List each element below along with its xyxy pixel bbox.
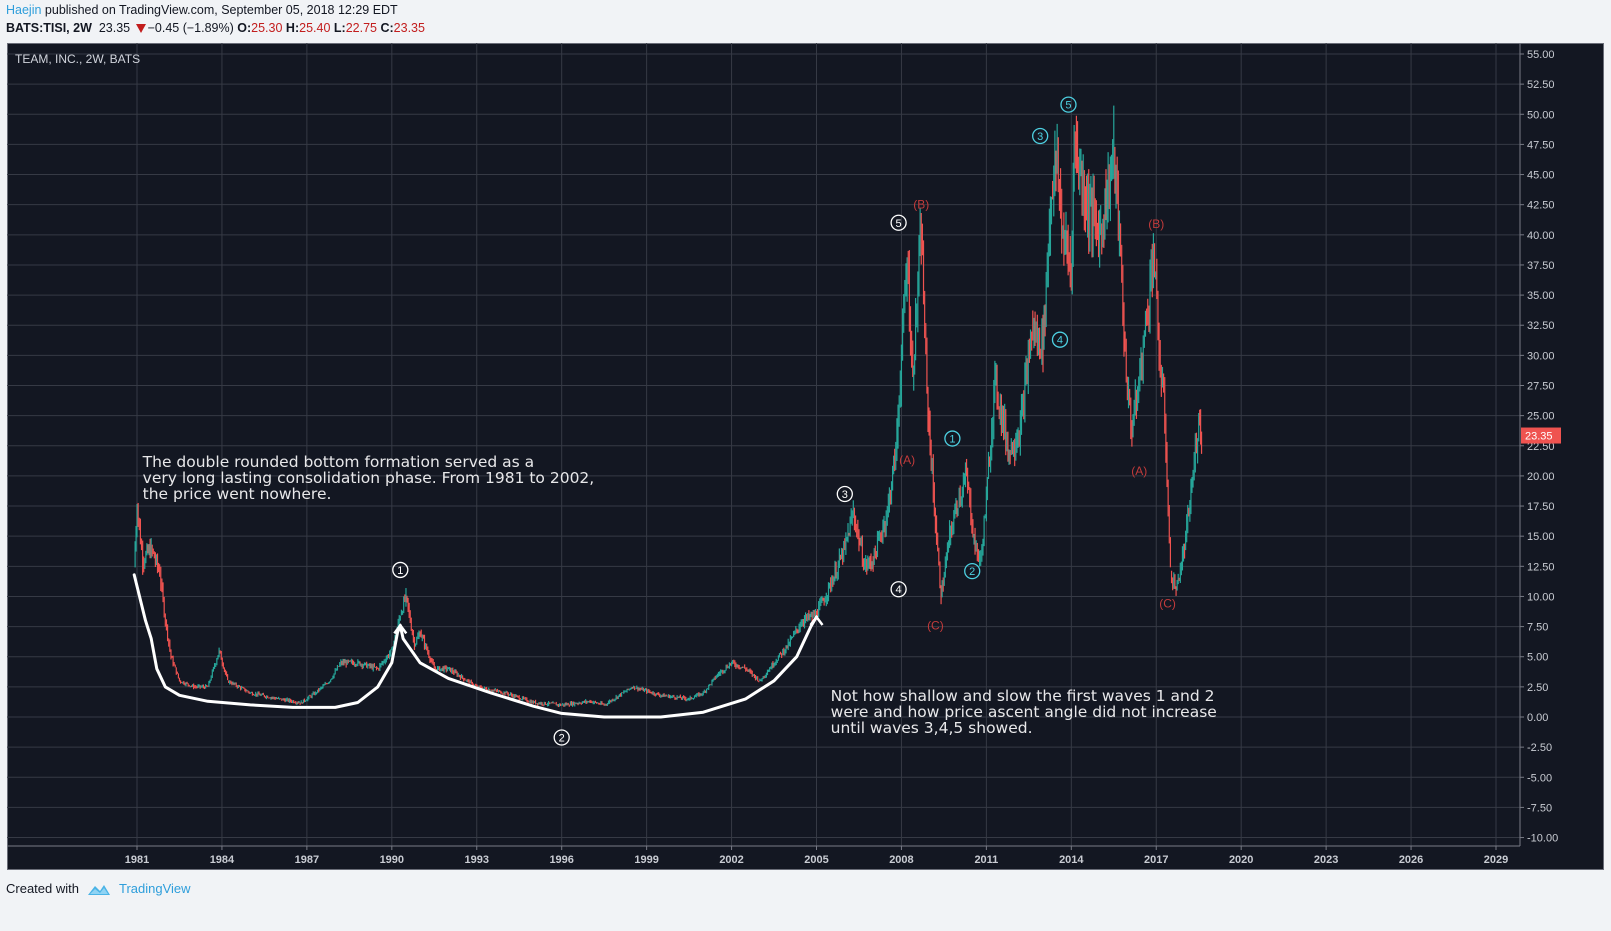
open-value: 25.30: [251, 21, 283, 35]
y-tick-label: 20.00: [1527, 471, 1555, 483]
chart-title: TEAM, INC., 2W, BATS: [15, 52, 141, 66]
y-tick-label: 15.00: [1527, 531, 1555, 543]
y-tick-label: 52.50: [1527, 79, 1555, 91]
y-tick-label: 47.50: [1527, 139, 1555, 151]
y-tick-label: -7.50: [1527, 802, 1552, 814]
wave-label-white-circle: [553, 729, 570, 746]
created-with-text: Created with: [6, 881, 79, 896]
y-tick-label: 55.00: [1527, 49, 1555, 61]
last-price: 23.35: [98, 21, 131, 35]
x-tick-label: 2026: [1399, 854, 1423, 866]
x-tick-label: 2005: [804, 854, 828, 866]
publish-info: Haejin published on TradingView.com, Sep…: [6, 3, 398, 17]
footer: Created with TradingView: [6, 881, 191, 896]
close-label: C:: [380, 21, 394, 35]
price-change: −0.45 (−1.89%): [147, 21, 234, 35]
tradingview-link[interactable]: TradingView: [118, 881, 191, 896]
corrective-wave-label: (B): [913, 198, 929, 212]
y-tick-label: -2.50: [1527, 742, 1552, 754]
x-tick-label: 1984: [210, 854, 235, 866]
y-tick-label: 35.00: [1527, 290, 1555, 302]
y-tick-label: 22.50: [1527, 441, 1555, 453]
author-link[interactable]: Haejin: [6, 3, 42, 17]
chart-panel[interactable]: [7, 43, 1604, 870]
y-tick-label: 7.50: [1527, 622, 1548, 634]
y-tick-label: 42.50: [1527, 200, 1555, 212]
y-tick-label: -10.00: [1527, 833, 1558, 845]
low-label: L:: [333, 21, 346, 35]
y-tick-label: 50.00: [1527, 109, 1555, 121]
y-tick-label: 45.00: [1527, 170, 1555, 182]
x-tick-label: 2008: [889, 854, 913, 866]
high-label: H:: [285, 21, 300, 35]
x-tick-label: 2020: [1229, 854, 1253, 866]
last-price-tag: [1521, 427, 1561, 444]
y-tick-label: 17.50: [1527, 501, 1555, 513]
y-tick-label: 25.00: [1527, 411, 1555, 423]
y-tick-label: 30.00: [1527, 350, 1555, 362]
x-tick-label: 2014: [1059, 854, 1084, 866]
wave-label-cyan-circle: [1051, 331, 1069, 348]
y-tick-label: 0.00: [1527, 712, 1548, 724]
price-chart[interactable]: 55.0052.5050.0047.5045.0042.5040.0037.50…: [7, 43, 1604, 870]
close-value: 23.35: [393, 21, 425, 35]
corrective-wave-label: (C): [927, 618, 944, 632]
corrective-wave-label: (B): [1148, 217, 1164, 231]
wave-label-white-circle: [836, 485, 853, 503]
tradingview-logo-icon: [87, 884, 110, 895]
x-tick-label: 1981: [125, 854, 149, 866]
corrective-wave-label: (C): [1159, 597, 1176, 611]
curve-arrowhead: [393, 623, 408, 635]
wave-label-white: 2: [559, 732, 565, 744]
chart-note: Not how shallow and slow the first waves…: [830, 687, 1217, 738]
corrective-wave-label: (A): [1131, 464, 1147, 478]
wave-label-white: 1: [397, 565, 403, 577]
y-tick-label: -5.00: [1527, 772, 1552, 784]
ohlc-bar: BATS:TISI, 2W 23.35 −0.45 (−1.89%) O:25.…: [6, 21, 425, 35]
last-price-label: 23.35: [1525, 431, 1553, 443]
wave-label-cyan-circle: [1060, 96, 1077, 113]
wave-label-cyan: 3: [1037, 131, 1043, 143]
wave-label-cyan-circle: [944, 430, 961, 447]
x-tick-label: 2023: [1314, 854, 1338, 866]
chart-note: The double rounded bottom formation serv…: [142, 453, 595, 504]
x-tick-label: 2017: [1144, 854, 1168, 866]
x-tick-label: 1999: [634, 854, 658, 866]
y-tick-label: 40.00: [1527, 230, 1555, 242]
x-tick-label: 2011: [974, 854, 998, 866]
x-tick-label: 1990: [380, 854, 404, 866]
symbol-label: BATS:TISI, 2W: [6, 21, 92, 35]
corrective-wave-label: (A): [899, 453, 915, 467]
open-label: O:: [237, 21, 252, 35]
y-tick-label: 10.00: [1527, 591, 1555, 603]
y-tick-label: 12.50: [1527, 561, 1555, 573]
y-tick-label: 32.50: [1527, 320, 1555, 332]
down-arrow-icon: [135, 24, 146, 33]
wave-label-white: 5: [896, 218, 902, 230]
wave-label-cyan-circle: [1032, 127, 1049, 145]
curve-arrowhead: [809, 614, 824, 626]
wave-label-white-circle: [890, 214, 907, 231]
y-tick-label: 5.00: [1527, 652, 1548, 664]
wave-label-cyan: 5: [1065, 100, 1071, 112]
wave-label-white-circle: [392, 561, 409, 579]
published-text: published on TradingView.com, September …: [44, 3, 398, 17]
wave-label-white: 4: [896, 584, 902, 596]
low-value: 22.75: [345, 21, 377, 35]
x-tick-label: 2002: [719, 854, 743, 866]
x-tick-label: 1987: [295, 854, 319, 866]
high-value: 25.40: [299, 21, 331, 35]
y-tick-label: 27.50: [1527, 381, 1555, 393]
wave-label-cyan: 4: [1057, 335, 1063, 347]
x-tick-label: 2029: [1484, 854, 1508, 866]
wave-label-white-circle: [890, 581, 907, 598]
wave-label-cyan: 2: [969, 566, 975, 578]
wave-label-cyan-circle: [964, 562, 981, 580]
wave-label-white: 3: [842, 489, 848, 501]
x-tick-label: 1993: [465, 854, 489, 866]
wave-label-cyan: 1: [949, 434, 955, 446]
x-tick-label: 1996: [549, 854, 573, 866]
y-tick-label: 37.50: [1527, 260, 1555, 272]
y-tick-label: 2.50: [1527, 682, 1548, 694]
